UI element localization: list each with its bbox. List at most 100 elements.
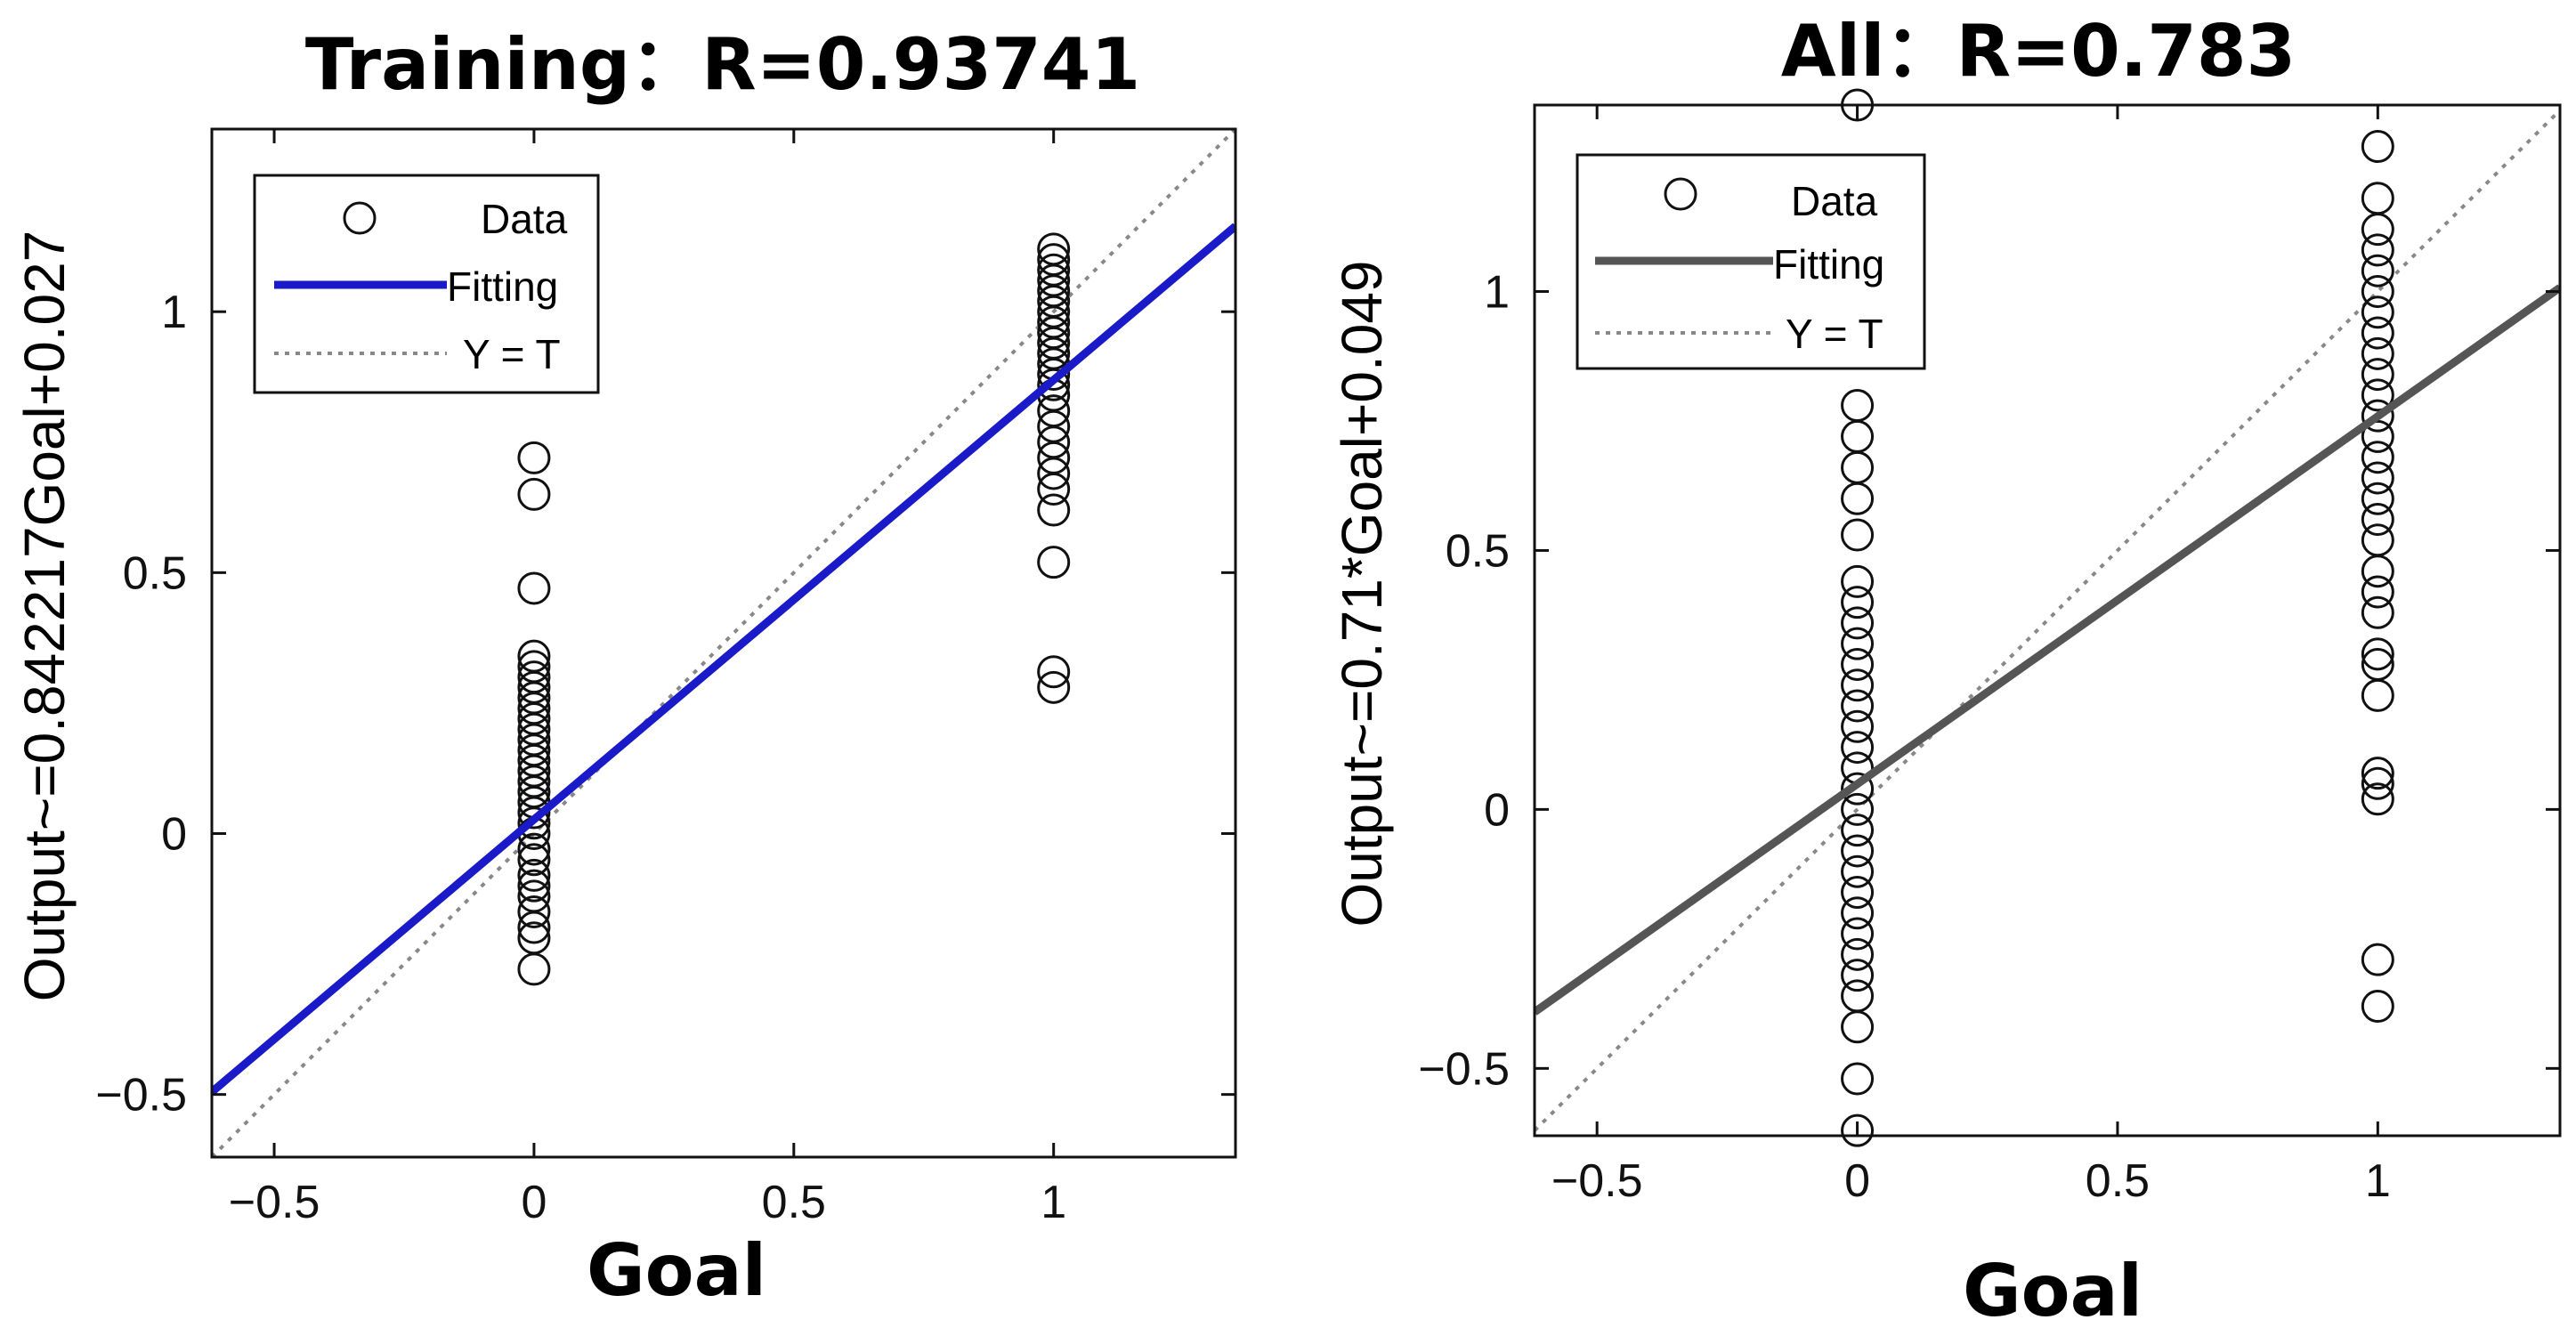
all-data-point xyxy=(1841,606,1875,640)
all-data-point xyxy=(1841,1062,1875,1096)
all-data-point xyxy=(2361,419,2394,453)
all-legend-fitting-label: Fitting xyxy=(1773,241,1884,287)
all-data-point xyxy=(2361,182,2394,215)
all-data-point xyxy=(2361,766,2394,800)
training-x-tick-label: 0 xyxy=(521,1177,547,1228)
all-data-point xyxy=(1841,389,1875,423)
all-axes-frame xyxy=(1533,103,2562,1138)
all-data-point xyxy=(1841,1113,1875,1147)
all-data-point xyxy=(2361,482,2394,515)
training-legend-data-label: Data xyxy=(481,196,568,242)
all-legend-identity-label: Y = T xyxy=(1786,311,1883,357)
training-x-tick-label: −0.5 xyxy=(229,1177,320,1228)
training-legend-fitting-label: Fitting xyxy=(447,263,558,310)
all-title: All：R=0.783 xyxy=(1781,10,2296,93)
all-data-point xyxy=(2361,233,2394,267)
all-data-point xyxy=(2361,575,2394,609)
training-x-axis-label: Goal xyxy=(587,1229,766,1312)
all-data-point xyxy=(2361,316,2394,350)
all-data-point xyxy=(2361,274,2394,308)
training-data-point xyxy=(517,441,551,474)
all-data-point xyxy=(1841,518,1875,552)
training-data-point xyxy=(1037,253,1071,287)
all-data-point xyxy=(2361,647,2394,681)
training-y-tick-label: 1 xyxy=(161,287,187,338)
training-data-point xyxy=(517,571,551,605)
all-data-point xyxy=(2361,358,2394,392)
training-title: Training：R=0.93741 xyxy=(305,23,1140,106)
training-data-point xyxy=(1037,655,1071,689)
training-data-point xyxy=(517,660,551,694)
all-data-point xyxy=(2361,441,2394,474)
all-legend: Data Fitting Y = T xyxy=(1576,153,1926,370)
training-data-point xyxy=(517,858,551,892)
all-legend-data-marker xyxy=(1664,177,1697,211)
all-data-point xyxy=(1841,731,1875,765)
training-data-point xyxy=(517,869,551,903)
all-data-point xyxy=(2361,990,2394,1024)
all-data-point xyxy=(2361,782,2394,816)
training-data-point xyxy=(1037,394,1071,428)
all-data-point xyxy=(1841,689,1875,723)
all-data-point xyxy=(1841,709,1875,743)
training-data-point xyxy=(1037,232,1071,266)
training-data-point xyxy=(517,639,551,673)
all-data-point xyxy=(1841,792,1875,826)
training-plot-area xyxy=(212,129,1235,1157)
all-data-point xyxy=(1841,896,1875,930)
all-data-point xyxy=(1841,814,1875,847)
training-data-point xyxy=(517,843,551,877)
all-data-point xyxy=(2361,378,2394,412)
all-data-point xyxy=(2361,757,2394,790)
training-data-point xyxy=(1037,670,1071,704)
training-x-tick-label: 1 xyxy=(1041,1177,1066,1228)
all-fitting-line xyxy=(1535,284,2560,1016)
all-x-tick-label: −0.5 xyxy=(1551,1155,1643,1207)
all-data-point xyxy=(2361,461,2394,495)
all-y-tick-label: 0.5 xyxy=(1446,525,1510,577)
training-data-point xyxy=(517,832,551,866)
training-y-axis-label: Output~=0.842217Goal+0.027 xyxy=(12,231,77,1002)
all-x-tick-label: 0.5 xyxy=(2086,1155,2150,1207)
all-data-point xyxy=(1841,854,1875,888)
all-data-point xyxy=(1841,647,1875,681)
all-data-point xyxy=(1841,586,1875,619)
all-data-point xyxy=(1841,834,1875,868)
training-data-point xyxy=(1037,546,1071,579)
all-y-tick-label: −0.5 xyxy=(1418,1043,1510,1095)
all-data-point xyxy=(1841,979,1875,1013)
all-data-point xyxy=(1841,937,1875,971)
all-panel: All：R=0.783 Output~=0.71*Goal+0.049 Goal… xyxy=(1330,10,2562,1332)
all-data-point xyxy=(1841,917,1875,951)
training-panel: Training：R=0.93741 Output~=0.842217Goal+… xyxy=(12,23,1237,1312)
all-data-point xyxy=(1841,627,1875,660)
training-x-tick-label: 0.5 xyxy=(762,1177,826,1228)
all-data-point xyxy=(2361,637,2394,671)
all-data-point xyxy=(2361,254,2394,287)
all-data-point xyxy=(1841,876,1875,910)
training-data-point xyxy=(517,921,551,955)
training-data-point xyxy=(517,477,551,511)
all-data-point xyxy=(1841,668,1875,702)
all-data-point xyxy=(2361,296,2394,329)
training-legend: Data Fitting Y = T xyxy=(253,174,600,394)
all-x-tick-label: 1 xyxy=(2365,1155,2391,1207)
training-y-tick-label: 0.5 xyxy=(123,547,187,599)
training-data-point xyxy=(517,879,551,913)
all-y-tick-label: 0 xyxy=(1484,784,1510,836)
training-y-tick-label: 0 xyxy=(161,808,187,860)
all-legend-data-label: Data xyxy=(1791,178,1878,224)
training-data-point xyxy=(1037,493,1071,527)
all-data-point xyxy=(2361,943,2394,976)
all-y-axis-label: Output~=0.71*Goal+0.049 xyxy=(1330,260,1394,927)
training-data-point xyxy=(1037,243,1071,277)
training-data-point xyxy=(517,895,551,928)
training-legend-data-marker xyxy=(343,201,377,235)
all-data-point xyxy=(2361,595,2394,629)
training-y-tick-label: −0.5 xyxy=(95,1070,187,1121)
all-data-point xyxy=(1841,564,1875,598)
training-legend-identity-label: Y = T xyxy=(463,331,561,377)
all-plot-area xyxy=(1535,88,2560,1147)
training-data-point xyxy=(517,650,551,684)
all-data-point xyxy=(2361,503,2394,537)
